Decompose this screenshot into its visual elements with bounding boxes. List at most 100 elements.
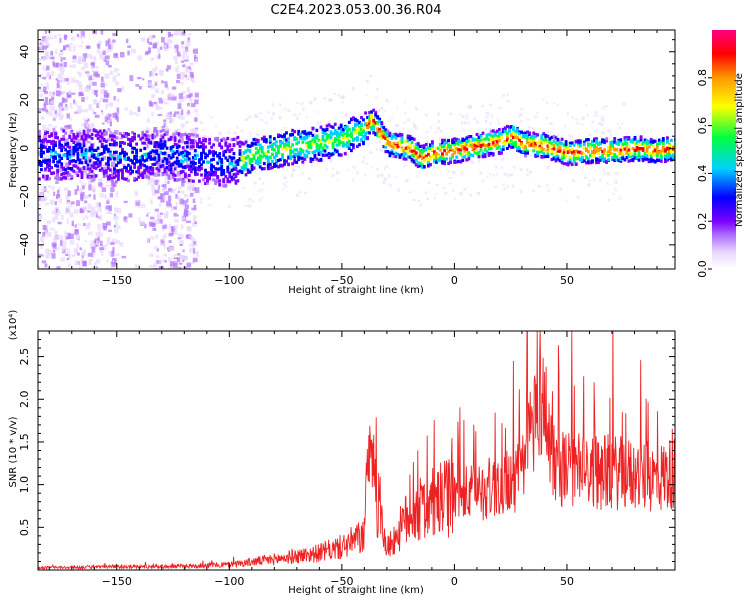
heatmap-cell <box>603 172 606 176</box>
heatmap-cell <box>439 158 442 162</box>
heatmap-cell <box>398 134 402 138</box>
heatmap-cell <box>155 234 158 239</box>
heatmap-cell <box>453 160 457 164</box>
heatmap-cell <box>103 148 109 155</box>
heatmap-cell <box>92 153 96 157</box>
heatmap-cell <box>105 55 110 60</box>
heatmap-cell <box>93 111 97 115</box>
heatmap-cell <box>422 165 426 169</box>
heatmap-cell <box>503 141 507 145</box>
heatmap-cell <box>48 139 51 143</box>
heatmap-cell <box>508 125 511 129</box>
heatmap-cell <box>212 157 215 161</box>
heatmap-cell <box>51 242 57 247</box>
heatmap-cell <box>351 86 355 91</box>
heatmap-cell <box>503 157 505 159</box>
heatmap-cell <box>661 150 665 154</box>
heatmap-cell <box>595 149 598 153</box>
heatmap-cell <box>564 147 568 151</box>
heatmap-cell <box>392 154 396 158</box>
heatmap-cell <box>661 137 665 141</box>
heatmap-cell <box>560 161 564 165</box>
heatmap-cell <box>79 187 83 193</box>
heatmap-cell <box>645 144 649 149</box>
heatmap-cell <box>141 141 145 145</box>
heatmap-cell <box>435 151 438 156</box>
heatmap-cell <box>71 36 75 41</box>
heatmap-cell <box>481 143 485 147</box>
heatmap-cell <box>451 127 454 130</box>
heatmap-cell <box>409 191 412 193</box>
heatmap-cell <box>185 256 189 261</box>
heatmap-cell <box>70 130 74 134</box>
heatmap-cell <box>230 138 234 142</box>
heatmap-cell <box>627 145 631 149</box>
heatmap-cell <box>305 141 309 145</box>
heatmap-cell <box>659 154 663 158</box>
heatmap-cell <box>51 96 55 100</box>
heatmap-cell <box>406 155 410 159</box>
heatmap-cell <box>570 162 574 166</box>
heatmap-cell <box>427 181 431 184</box>
heatmap-cell <box>172 131 176 135</box>
heatmap-cell <box>437 158 440 163</box>
heatmap-cell <box>183 158 187 162</box>
heatmap-cell <box>309 159 313 164</box>
heatmap-cell <box>163 157 167 161</box>
heatmap-cell <box>62 134 66 139</box>
heatmap-cell <box>285 148 288 152</box>
heatmap-cell <box>378 127 382 132</box>
heatmap-cell <box>271 166 274 170</box>
heatmap-cell <box>403 121 406 124</box>
heatmap-cell <box>552 144 556 148</box>
heatmap-cell <box>123 165 126 170</box>
snr-y-multiplier: (x10⁴) <box>8 310 19 341</box>
heatmap-cell <box>252 137 256 142</box>
heatmap-cell <box>104 73 110 79</box>
heatmap-cell <box>220 146 224 150</box>
heatmap-cell <box>76 243 79 249</box>
heatmap-cell <box>97 216 101 219</box>
heatmap-cell <box>633 148 637 152</box>
heatmap-cell <box>42 197 48 201</box>
heatmap-cell <box>315 148 319 152</box>
heatmap-cell <box>558 145 562 149</box>
heatmap-cell <box>413 124 416 128</box>
heatmap-cell <box>112 215 116 219</box>
heatmap-cell <box>347 127 351 131</box>
heatmap-cell <box>90 169 94 173</box>
heatmap-cell <box>40 83 43 87</box>
heatmap-cell <box>649 152 653 156</box>
heatmap-cell <box>635 156 639 160</box>
heatmap-cell <box>422 155 426 159</box>
heatmap-cell <box>512 145 515 149</box>
heatmap-cell <box>483 153 487 157</box>
heatmap-cell <box>161 194 166 200</box>
heatmap-cell <box>168 34 171 38</box>
heatmap-cell <box>524 151 527 155</box>
heatmap-cell <box>198 140 201 144</box>
heatmap-cell <box>180 123 185 128</box>
heatmap-cell <box>238 144 242 148</box>
heatmap-cell <box>160 212 164 215</box>
heatmap-cell <box>601 131 605 135</box>
heatmap-cell <box>587 157 590 161</box>
heatmap-cell <box>117 154 120 158</box>
heatmap-cell <box>47 43 51 46</box>
heatmap-cell <box>412 159 416 163</box>
heatmap-cell <box>183 149 187 153</box>
heatmap-cell <box>191 238 196 243</box>
heatmap-cell <box>160 167 166 174</box>
heatmap-cell <box>135 158 138 162</box>
heatmap-cell <box>58 64 63 71</box>
heatmap-cell <box>181 179 185 183</box>
heatmap-cell <box>131 131 134 135</box>
heatmap-cell <box>63 127 68 133</box>
heatmap-cell <box>566 160 570 164</box>
heatmap-cell <box>48 163 51 168</box>
heatmap-cell <box>506 100 510 103</box>
heatmap-cell <box>218 167 222 171</box>
heatmap-cell <box>560 142 564 146</box>
heatmap-cell <box>485 120 488 124</box>
heatmap-cell <box>123 216 126 221</box>
